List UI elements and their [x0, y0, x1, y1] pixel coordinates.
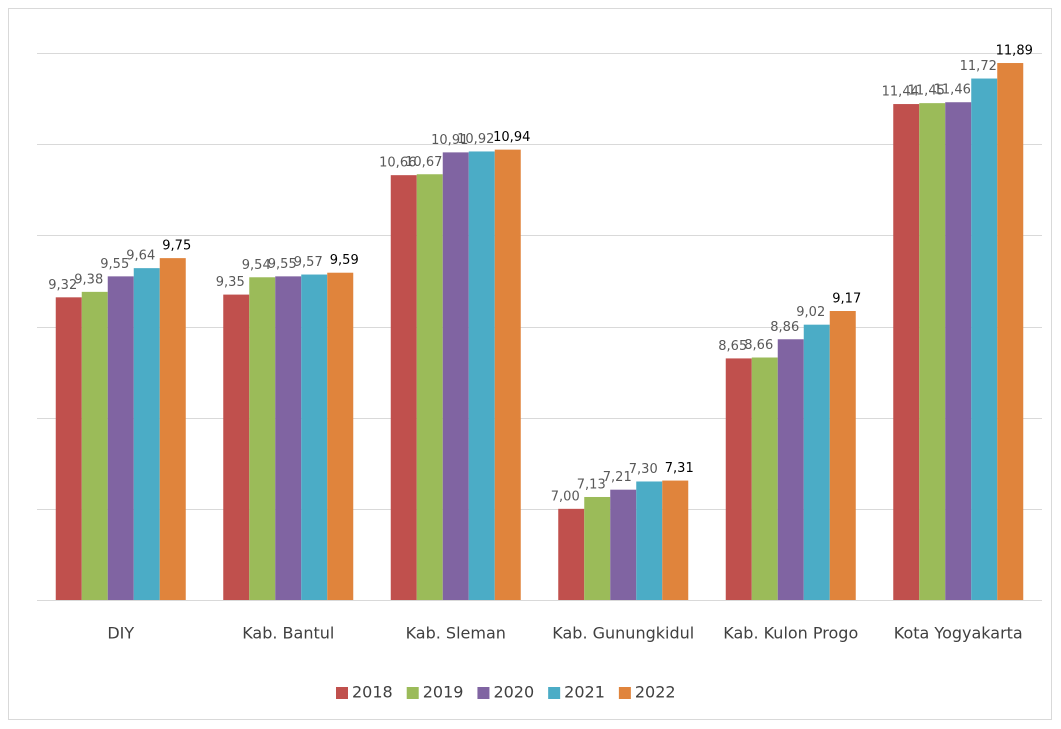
bar — [558, 508, 585, 600]
bar — [751, 357, 778, 600]
data-label: 7,21 — [603, 470, 632, 485]
data-label: 7,13 — [577, 477, 606, 492]
data-label: 11,46 — [934, 83, 971, 98]
bar — [442, 152, 469, 600]
legend-swatch — [548, 687, 561, 699]
data-label: 9,57 — [294, 255, 323, 270]
legend-label: 2021 — [564, 683, 605, 702]
data-label: 10,67 — [405, 155, 442, 170]
data-label: 11,45 — [908, 84, 945, 99]
bar — [919, 103, 946, 601]
bar — [390, 175, 417, 600]
bar — [725, 358, 752, 600]
legend-swatch — [618, 687, 631, 699]
data-label: 11,89 — [996, 44, 1033, 59]
x-tick-label: Kab. Bantul — [242, 624, 334, 643]
data-label: 8,86 — [770, 320, 799, 335]
bar — [159, 258, 186, 600]
legend-swatch — [406, 687, 419, 699]
bar — [468, 151, 495, 600]
data-label: 10,94 — [493, 130, 530, 145]
data-label: 10,92 — [457, 132, 494, 147]
data-label: 11,72 — [960, 59, 997, 74]
bar — [133, 268, 160, 600]
data-label: 9,55 — [268, 257, 297, 272]
data-label: 7,00 — [551, 489, 580, 504]
bar — [971, 78, 998, 600]
data-label: 7,31 — [665, 461, 694, 476]
legend-swatch — [477, 687, 490, 699]
bar — [803, 324, 830, 600]
x-tick-label: Kab. Gunungkidul — [552, 624, 694, 643]
legend-label: 2018 — [352, 683, 393, 702]
bar — [662, 480, 689, 600]
data-label: 9,55 — [100, 257, 129, 272]
x-tick-label: DIY — [107, 624, 134, 643]
bar — [275, 276, 302, 600]
legend-label: 2020 — [493, 683, 534, 702]
data-label: 9,32 — [48, 278, 77, 293]
data-label: 11,44 — [882, 85, 919, 100]
data-label: 9,38 — [74, 272, 103, 287]
data-label: 7,30 — [629, 462, 658, 477]
data-label: 9,75 — [162, 239, 191, 254]
x-tick-label: Kab. Sleman — [406, 624, 506, 643]
bar — [249, 277, 276, 600]
bar — [893, 104, 920, 600]
bar — [829, 311, 856, 600]
bar — [636, 481, 663, 600]
legend-label: 2019 — [423, 683, 464, 702]
data-label: 8,65 — [718, 339, 747, 354]
x-tick-label: Kota Yogyakarta — [894, 624, 1023, 643]
bar — [777, 339, 804, 600]
data-label: 9,02 — [796, 305, 825, 320]
data-label: 10,91 — [431, 133, 468, 148]
data-label: 9,17 — [832, 292, 861, 307]
bar — [416, 174, 443, 601]
bar — [610, 489, 637, 600]
x-tick-label: Kab. Kulon Progo — [723, 624, 858, 643]
bar — [55, 297, 82, 600]
bar — [81, 291, 108, 600]
bar — [107, 276, 134, 600]
data-label: 9,59 — [330, 253, 359, 268]
data-label: 9,64 — [126, 249, 155, 264]
data-label: 10,66 — [379, 156, 416, 171]
bar — [945, 102, 972, 600]
legend-swatch — [336, 687, 348, 699]
bar — [301, 274, 328, 600]
bar — [584, 496, 611, 600]
bar — [997, 63, 1024, 601]
data-label: 9,54 — [242, 258, 271, 273]
data-label: 8,66 — [744, 338, 773, 353]
bar — [327, 272, 354, 600]
data-label: 9,35 — [216, 275, 245, 290]
bar — [223, 294, 250, 600]
bar — [494, 149, 521, 601]
legend-label: 2022 — [635, 683, 676, 702]
